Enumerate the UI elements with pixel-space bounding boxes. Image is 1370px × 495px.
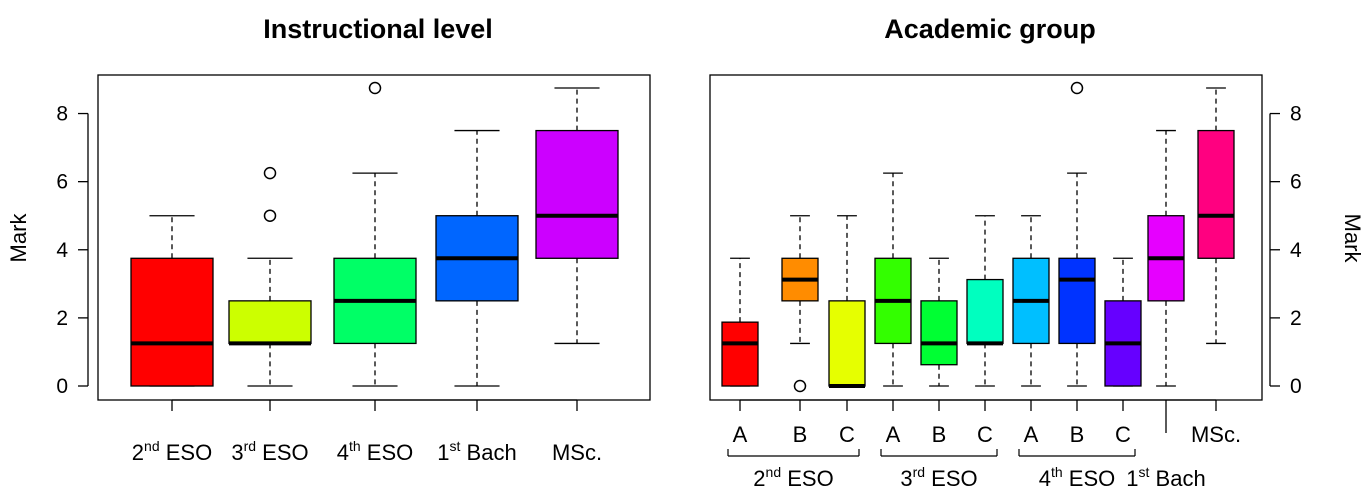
x-tick-label: C	[977, 422, 993, 447]
box-series	[721, 81, 1235, 393]
box-body	[721, 321, 759, 387]
y-axis: 0 2 4 6 8	[1269, 103, 1302, 398]
group-bracket: 4th ESO	[1018, 449, 1136, 491]
outlier-point	[263, 166, 277, 180]
x-tick-label: 2nd ESO	[132, 438, 212, 465]
box-body	[966, 278, 1004, 345]
y-tick-label: 6	[1290, 171, 1302, 194]
group-bracket: 2nd ESO	[727, 449, 860, 491]
box-body	[228, 300, 312, 345]
x-tick-label: B	[932, 422, 947, 447]
group-label: 3rd ESO	[900, 464, 977, 491]
box-2	[228, 166, 312, 387]
box-body	[828, 300, 866, 387]
x-tick-label: 3rd ESO	[231, 438, 308, 465]
box-body	[535, 129, 619, 259]
box-3	[828, 215, 866, 388]
box-5	[535, 87, 619, 345]
y-axis-label: Mark	[1340, 214, 1365, 264]
outlier-point	[793, 379, 807, 393]
x-tick-label: A	[733, 422, 748, 447]
box-10	[1147, 129, 1185, 387]
group-label: 2nd ESO	[753, 464, 833, 491]
box-7	[1012, 215, 1050, 387]
x-tick-label: C	[1115, 422, 1131, 447]
academic-group-panel: Academic group Mark 0 2 4 6 8 A B C A B C A B C MSc. 2…	[709, 14, 1365, 491]
x-axis: 2nd ESO 3rd ESO 4th ESO 1st Bach MSc.	[132, 399, 602, 465]
box-8	[1058, 81, 1096, 387]
box-1	[721, 257, 759, 387]
y-tick-label: 4	[1290, 239, 1302, 262]
box-11	[1197, 87, 1235, 345]
outlier-point	[1070, 81, 1084, 95]
group-label: 4th ESO	[1039, 464, 1116, 491]
y-axis-label: Mark	[6, 213, 31, 263]
y-tick-label: 8	[56, 103, 68, 126]
x-tick-label: B	[793, 422, 808, 447]
outlier-point	[263, 209, 277, 222]
box-9	[1104, 257, 1142, 387]
x-tick-label: A	[1024, 422, 1039, 447]
y-axis: 0 2 4 6 8	[56, 103, 89, 398]
box-4	[874, 172, 912, 387]
instructional-level-panel: Instructional level Mark 0 2 4 6 8 2nd ESO 3r…	[6, 14, 651, 465]
chart-title: Academic group	[884, 14, 1096, 44]
y-tick-label: 2	[56, 307, 68, 330]
box-series	[130, 81, 619, 387]
y-tick-label: 8	[1290, 103, 1302, 126]
x-axis: A B C A B C A B C MSc. 2nd ESO 3rd ESO 4th ESO 1st Ba…	[727, 399, 1241, 491]
y-tick-label: 6	[56, 171, 68, 194]
box-3	[333, 81, 417, 387]
y-tick-label: 0	[1290, 375, 1302, 398]
box-5	[920, 257, 958, 387]
outlier-point	[368, 81, 382, 95]
x-tick-label: C	[839, 422, 855, 447]
box-4	[435, 129, 519, 387]
group-label: 1st Bach	[1126, 464, 1205, 491]
box-1	[130, 215, 214, 387]
y-tick-label: 2	[1290, 307, 1302, 330]
x-tick-label: MSc.	[1191, 422, 1241, 447]
box-6	[966, 215, 1004, 387]
group-bracket: 3rd ESO	[880, 449, 998, 491]
x-tick-label: A	[886, 422, 901, 447]
y-tick-label: 0	[56, 375, 68, 398]
box-2	[781, 215, 819, 393]
y-tick-label: 4	[56, 239, 68, 262]
group-bracket: 1st Bach	[1126, 464, 1205, 491]
box-body	[1058, 257, 1096, 345]
x-tick-label: 1st Bach	[437, 438, 516, 465]
box-body	[920, 300, 958, 366]
x-tick-label: MSc.	[552, 440, 602, 465]
box-body	[1197, 129, 1235, 259]
chart-title: Instructional level	[263, 14, 493, 44]
x-tick-label: 4th ESO	[337, 438, 414, 465]
box-body	[130, 257, 214, 387]
x-tick-label: B	[1070, 422, 1085, 447]
